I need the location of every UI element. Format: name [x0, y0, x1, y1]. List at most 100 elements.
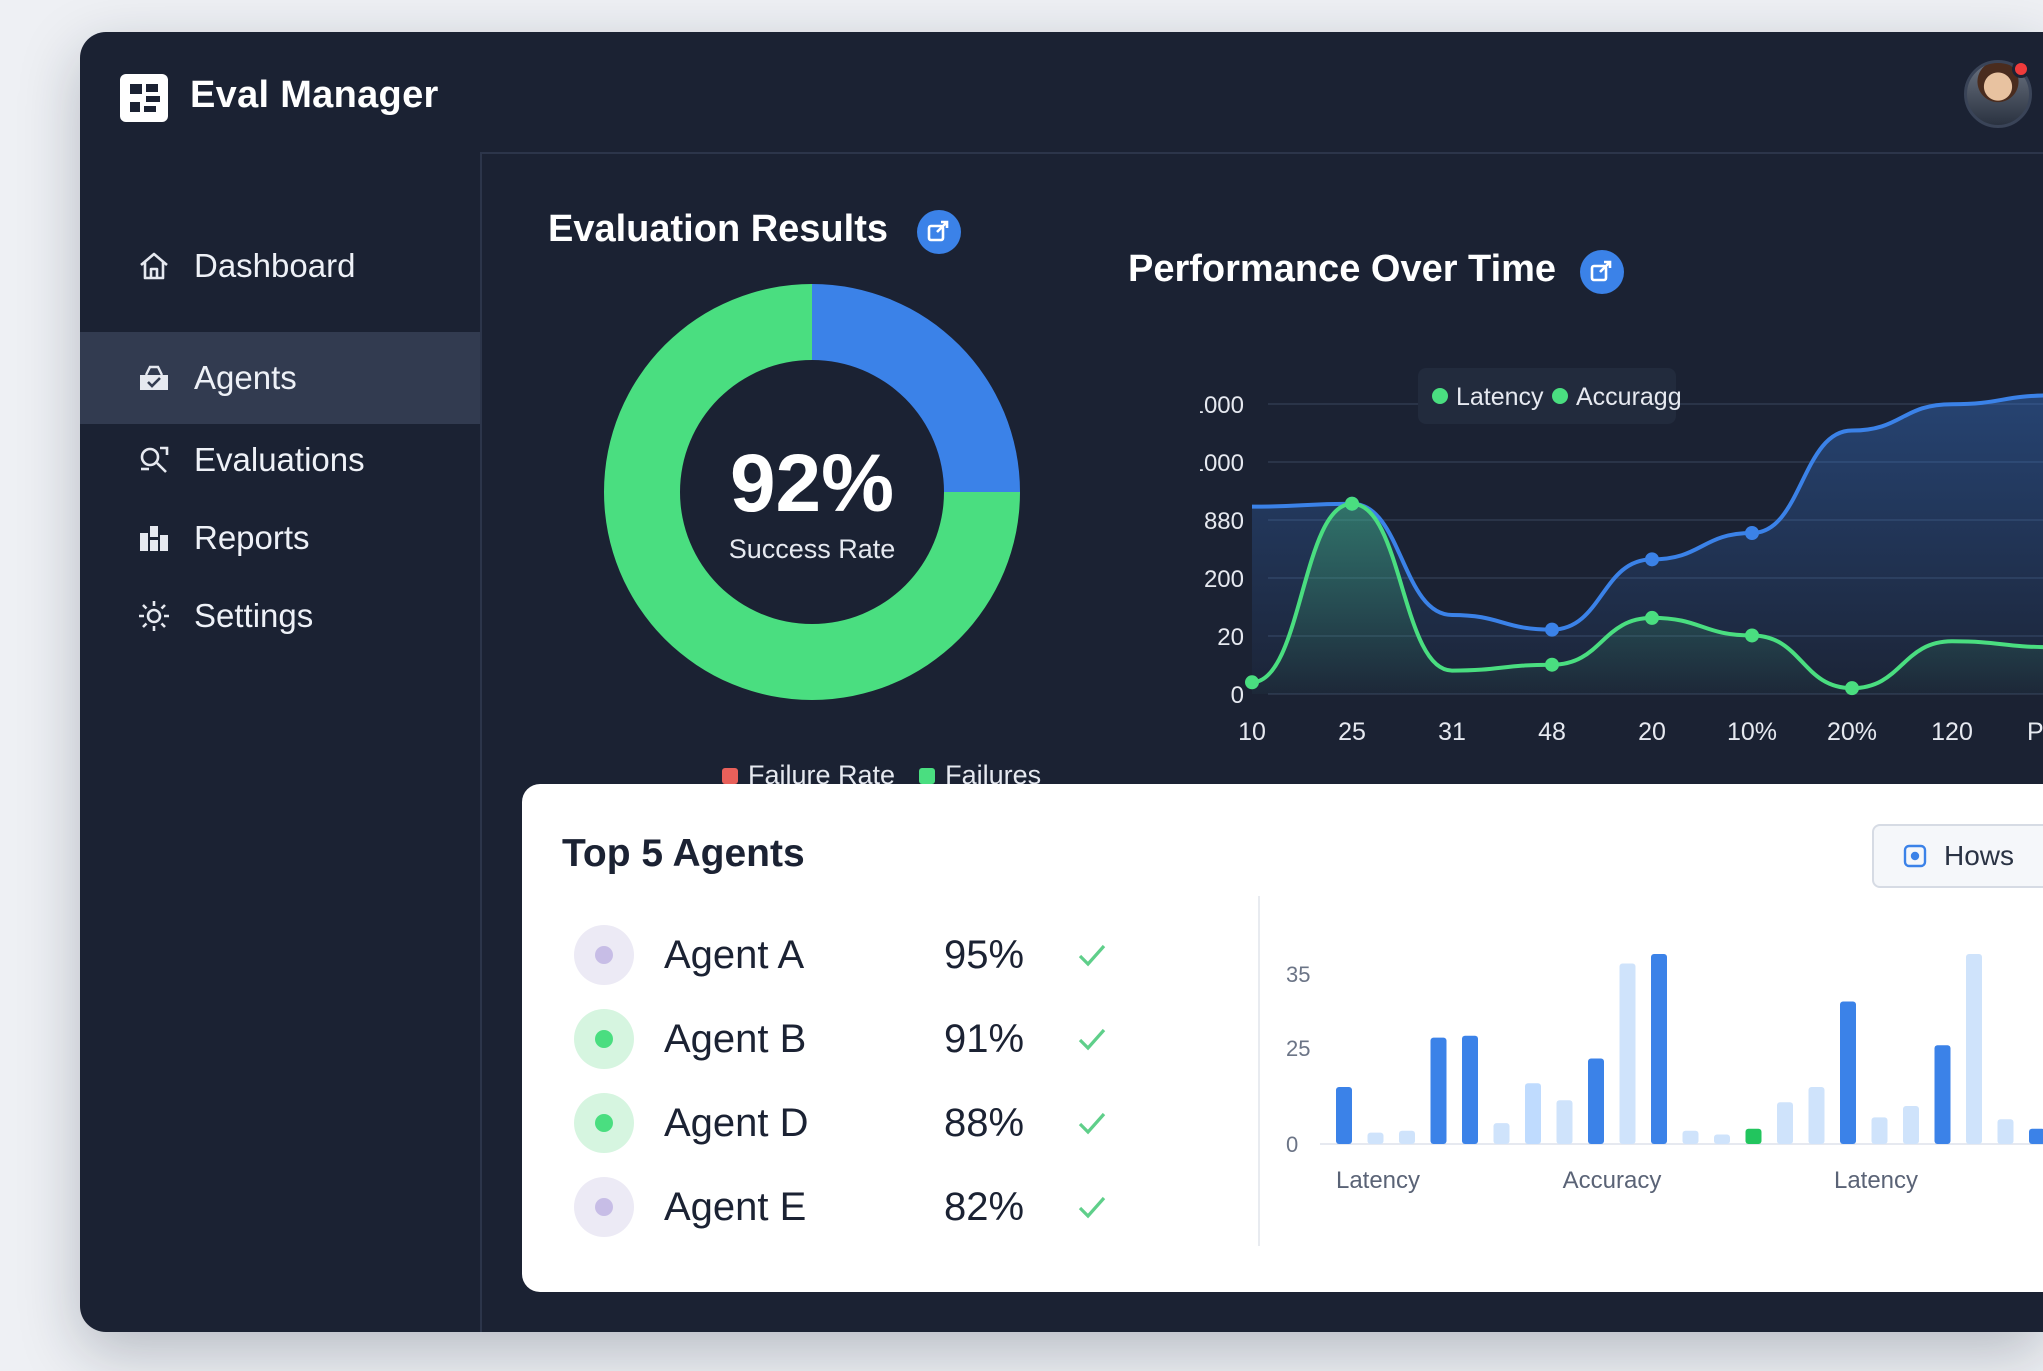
data-point: [1545, 622, 1559, 637]
y-tick-label: 1000: [1200, 392, 1244, 419]
bar: [2029, 1128, 2043, 1144]
bar: [1777, 1102, 1793, 1144]
agent-avatar: [574, 1093, 634, 1153]
sidebar-divider: [480, 152, 482, 1332]
agent-score: 91%: [944, 1016, 1025, 1061]
bar: [1903, 1106, 1919, 1144]
agent-score: 88%: [944, 1100, 1025, 1145]
check-icon: [1078, 1028, 1106, 1051]
x-tick-label: 20%: [1827, 718, 1877, 746]
bar: [1840, 1001, 1856, 1144]
bar: [1934, 1045, 1951, 1144]
sidebar-item-label: Reports: [194, 519, 310, 556]
gear-icon: [136, 598, 172, 634]
agent-row[interactable]: Agent E 82%: [574, 1172, 1154, 1242]
agent-avatar: [574, 1177, 634, 1237]
data-point: [1345, 496, 1359, 511]
y-tick-label: 0: [1286, 1132, 1298, 1157]
performance-title: Performance Over Time: [1128, 248, 1557, 290]
evaluation-results-title: Evaluation Results: [548, 208, 888, 250]
bar: [1525, 1083, 1541, 1144]
sidebar-item-agents[interactable]: Agents: [80, 332, 480, 424]
sidebar: Dashboard Agents Evaluations Reports Set…: [80, 152, 480, 1332]
data-point: [1845, 681, 1859, 696]
sidebar-item-label: Evaluations: [194, 441, 365, 478]
x-tick-label: 10: [1238, 718, 1266, 746]
legend-label: Accuragg: [1576, 383, 1682, 411]
check-icon: [1078, 1196, 1106, 1219]
agent-score: 95%: [944, 932, 1025, 977]
sidebar-item-reports[interactable]: Reports: [80, 492, 480, 584]
bar: [1430, 1037, 1447, 1144]
y-tick-label: 200: [1204, 566, 1244, 593]
bar: [1714, 1134, 1730, 1144]
y-tick-label: 880: [1204, 508, 1244, 535]
agent-row[interactable]: Agent D 88%: [574, 1088, 1154, 1158]
series-area-latency: [1252, 395, 2043, 694]
data-point: [1645, 552, 1659, 567]
agent-row[interactable]: Agent B 91%: [574, 1004, 1154, 1074]
check-icon: [1078, 944, 1106, 967]
x-tick-label: 31: [1438, 718, 1466, 746]
bar: [1871, 1117, 1888, 1144]
bar: [1588, 1058, 1604, 1144]
legend-swatch-failure-rate: [722, 767, 738, 784]
hows-button[interactable]: Hows: [1872, 824, 2043, 888]
x-tick-label: Accuracy: [1563, 1167, 1662, 1194]
x-tick-label: 10%: [1727, 718, 1777, 746]
bar: [1493, 1123, 1510, 1144]
y-tick-label: 25: [1286, 1036, 1310, 1061]
bar: [1556, 1100, 1573, 1144]
legend-swatch-failures: [919, 767, 936, 784]
export-icon[interactable]: [1580, 250, 1624, 294]
x-tick-label: 20: [1638, 718, 1666, 746]
hows-button-label: Hows: [1944, 840, 2015, 871]
sidebar-item-settings[interactable]: Settings: [80, 570, 480, 662]
view-icon: [1903, 844, 1927, 868]
home-icon: [136, 248, 172, 284]
bar: [1745, 1128, 1762, 1144]
y-tick-label: 20: [1217, 624, 1244, 651]
y-tick-label: 1000: [1200, 450, 1244, 477]
data-point: [1645, 610, 1659, 625]
agents-icon: [136, 360, 172, 396]
series-area-accuragg: [1252, 503, 2043, 694]
x-tick-label: 120: [1931, 718, 1973, 746]
bar: [1367, 1132, 1384, 1144]
bar: [1336, 1087, 1352, 1144]
app-title: Eval Manager: [190, 74, 439, 116]
agent-name: Agent B: [664, 1016, 807, 1061]
success-rate-donut: [604, 284, 1020, 700]
export-icon[interactable]: [917, 210, 961, 254]
bar: [1651, 954, 1667, 1144]
app-window: Eval Manager Dashboard Agents Evaluation…: [80, 32, 2043, 1332]
sidebar-item-evaluations[interactable]: Evaluations: [80, 414, 480, 506]
bar: [1399, 1130, 1415, 1144]
bar: [1462, 1035, 1478, 1144]
agent-name: Agent D: [664, 1100, 809, 1145]
x-tick-label: Latency: [1834, 1167, 1918, 1194]
y-tick-label: 0: [1231, 682, 1244, 709]
bar: [1997, 1119, 2014, 1144]
agent-avatar: [574, 1009, 634, 1069]
agent-row[interactable]: Agent A 95%: [574, 920, 1154, 990]
bar: [1682, 1130, 1699, 1144]
success-rate-value: 92%: [729, 438, 895, 529]
agent-avatar: [574, 925, 634, 985]
sidebar-item-label: Agents: [194, 359, 297, 396]
legend-dot: [1432, 388, 1448, 404]
x-tick-label: 25: [1338, 718, 1366, 746]
data-point: [1745, 628, 1759, 643]
notification-badge: [2012, 60, 2030, 78]
data-point: [1245, 675, 1259, 690]
sidebar-item-label: Dashboard: [194, 247, 356, 284]
bar: [1808, 1087, 1825, 1144]
top-agents-title: Top 5 Agents: [562, 832, 805, 875]
top-agents-card: Top 5 Agents Hows Agent A 95% Agent B 91…: [522, 784, 2043, 1292]
data-point: [1545, 657, 1559, 672]
x-tick-label: 48: [1538, 718, 1566, 746]
donut-slice-success: [604, 284, 1020, 700]
agent-name: Agent A: [664, 932, 805, 977]
sidebar-item-dashboard[interactable]: Dashboard: [80, 220, 480, 312]
evaluations-icon: [136, 442, 172, 478]
